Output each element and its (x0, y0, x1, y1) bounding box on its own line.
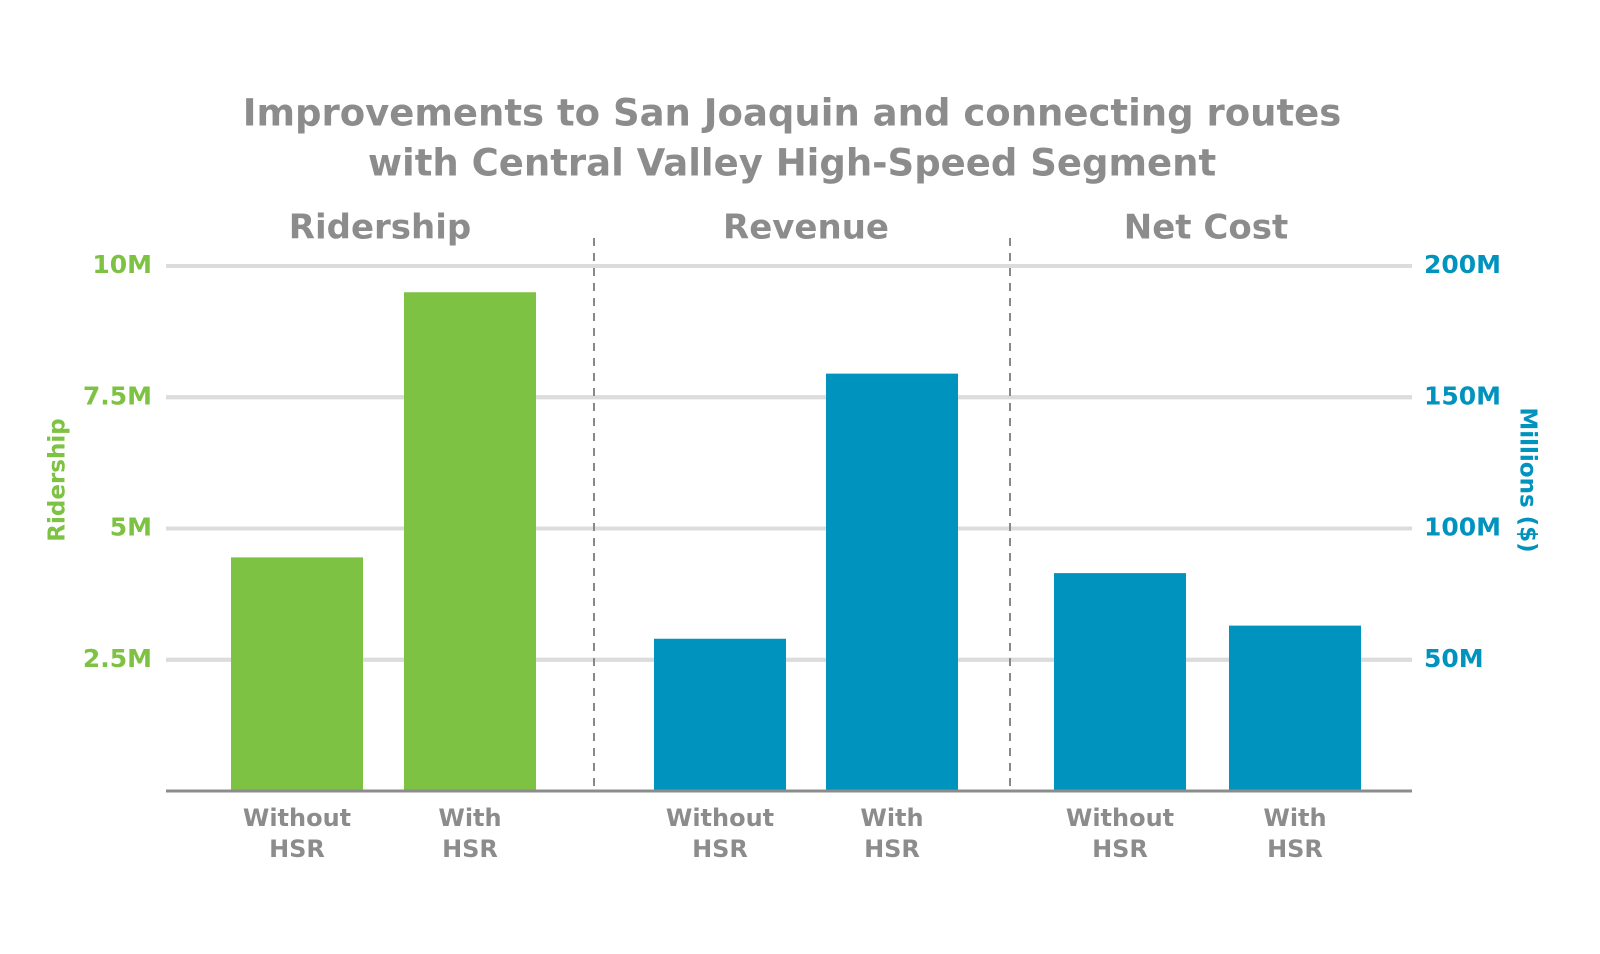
x-tick-label: Without HSR (1065, 804, 1175, 863)
y2-tick-label: 200M (1424, 250, 1501, 279)
y-tick-label: 2.5M (83, 644, 152, 673)
y-axis-label: Ridership (45, 418, 71, 541)
y2-axis-label: Millions ($) (1515, 407, 1541, 552)
y-tick-label: 10M (92, 250, 152, 279)
chart-title: with Central Valley High-Speed Segment (368, 142, 1216, 185)
y2-tick-label: 50M (1424, 644, 1484, 673)
y-tick-label: 5M (110, 513, 152, 542)
y-tick-label: 7.5M (83, 381, 152, 410)
bar (1229, 625, 1361, 791)
x-tick-label: With HSR (438, 804, 502, 863)
bar (826, 373, 958, 791)
x-tick-label: Without HSR (242, 804, 352, 863)
x-tick-label: With HSR (1263, 804, 1327, 863)
bar (1054, 573, 1186, 791)
y2-tick-label: 150M (1424, 381, 1501, 410)
x-tick-label: With HSR (860, 804, 924, 863)
bar (654, 638, 786, 791)
bar (404, 292, 536, 791)
bar (231, 557, 363, 791)
panel-title: Ridership (289, 208, 471, 248)
panel-title: Revenue (723, 208, 889, 248)
y2-tick-label: 100M (1424, 513, 1501, 542)
panel-title: Net Cost (1124, 208, 1288, 248)
x-tick-label: Without HSR (665, 804, 775, 863)
chart-title: Improvements to San Joaquin and connecti… (243, 92, 1342, 135)
